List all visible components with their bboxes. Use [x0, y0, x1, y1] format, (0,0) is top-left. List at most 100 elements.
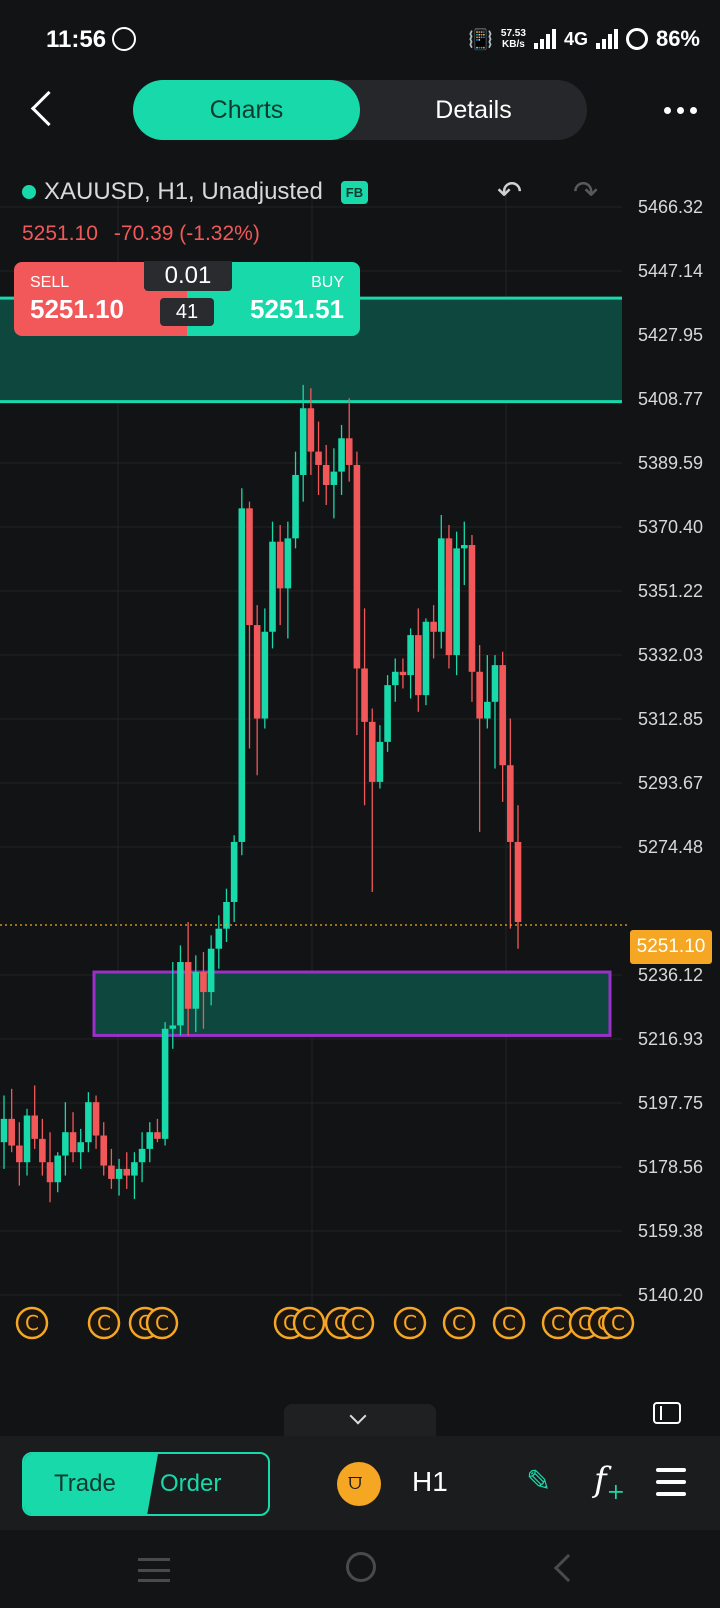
home-icon[interactable] [346, 1552, 376, 1582]
corporate-action-glyph: C [578, 1311, 592, 1335]
corporate-action-glyph: C [611, 1311, 625, 1335]
indicators-icon[interactable]: f+ [594, 1460, 626, 1505]
layout-toggle-icon[interactable] [653, 1402, 681, 1424]
trade-button[interactable]: Trade [24, 1454, 158, 1514]
price-change: -70.39 (-1.32%) [113, 222, 260, 245]
candle-body [223, 901, 230, 929]
candle-body [376, 741, 384, 782]
trade-order-switch: Trade Order [22, 1452, 270, 1516]
corporate-action-glyph: C [502, 1311, 516, 1335]
candle-body [215, 928, 223, 949]
status-time: 11:56 [46, 26, 107, 53]
candle-body [177, 962, 184, 1026]
back-button[interactable] [22, 88, 66, 132]
candle-body [8, 1118, 15, 1146]
candle-body [361, 668, 368, 722]
corporate-action-icon [341, 1306, 375, 1340]
timeframe-selector[interactable]: H1 [412, 1466, 448, 1497]
candle-body [399, 671, 407, 676]
candle-body [46, 1162, 54, 1183]
tab-details[interactable]: Details [435, 96, 512, 124]
candle-body [491, 665, 499, 702]
y-axis-label: 5140.20 [638, 1285, 703, 1305]
candle-body [131, 1162, 138, 1176]
sell-price: 5251.10 [30, 294, 124, 324]
last-price: 5251.10 [22, 222, 98, 245]
y-axis-label: 5466.32 [638, 197, 703, 217]
corporate-action-icon [442, 1306, 476, 1340]
fb-badge: FB [340, 180, 369, 204]
undo-icon[interactable]: ↶ [497, 176, 523, 209]
status-right: 📳 57.53 KB/s 4G 86% [468, 26, 700, 52]
redo-icon[interactable]: ↷ [573, 176, 599, 209]
corporate-action-icon [15, 1306, 49, 1340]
candle-body [154, 1132, 161, 1139]
corporate-action-glyph: C [551, 1311, 565, 1335]
candle-body [322, 464, 330, 485]
candle-body [85, 1102, 92, 1143]
corporate-action-glyph: C [25, 1311, 39, 1335]
menu-icon[interactable] [656, 1468, 686, 1496]
nav-back-icon[interactable] [553, 1553, 583, 1583]
recents-icon[interactable] [138, 1558, 170, 1582]
candle-body [100, 1135, 108, 1166]
candle-body [161, 1028, 169, 1139]
y-axis-label: 5370.40 [638, 517, 703, 537]
current-price-label: 5251.10 [630, 930, 712, 964]
corporate-action-icon [601, 1306, 635, 1340]
candle-body [476, 671, 483, 719]
more-options-icon[interactable] [664, 100, 704, 120]
candle-body [430, 621, 437, 632]
candle-body [368, 721, 376, 782]
lot-size-input[interactable]: 0.01 [144, 261, 232, 291]
candle-body [77, 1142, 85, 1153]
candle-body [69, 1132, 77, 1153]
candle-body [146, 1132, 154, 1149]
market-status-dot [22, 185, 36, 199]
candle-body [92, 1102, 100, 1136]
candle-body [238, 508, 246, 842]
lower-zone-border [92, 970, 612, 1037]
corporate-action-glyph: C [452, 1311, 466, 1335]
corporate-action-glyph: C [302, 1311, 316, 1335]
candle-body [0, 1118, 8, 1143]
candle-body [391, 671, 399, 686]
candle-body [414, 635, 422, 696]
status-bar: 11:56 📳 57.53 KB/s 4G 86% [0, 0, 720, 78]
candle-body [138, 1148, 146, 1163]
corporate-action-icon [292, 1306, 326, 1340]
candle-body [437, 538, 445, 632]
candle-body [307, 408, 315, 452]
gold-symbol-icon[interactable] [337, 1462, 381, 1506]
candle-body [284, 538, 292, 589]
y-axis-label: 5447.14 [638, 261, 703, 281]
candle-body [292, 474, 299, 539]
drawing-tools-icon[interactable]: ✎ [526, 1465, 552, 1498]
y-axis-label: 5351.22 [638, 581, 703, 601]
candle-body [507, 765, 514, 842]
tab-charts[interactable]: Charts [133, 80, 360, 140]
candle-body [468, 545, 476, 672]
candle-body [315, 451, 322, 465]
instrument-title[interactable]: XAUUSD, H1, Unadjusted [44, 178, 323, 205]
candle-body [108, 1165, 115, 1179]
net-speed-unit: KB/s [502, 39, 525, 50]
spread-badge: 41 [160, 298, 214, 326]
candle-body [123, 1168, 131, 1176]
candle-body [169, 1025, 177, 1029]
candle-body [499, 665, 506, 766]
order-button[interactable]: Order [160, 1470, 222, 1497]
y-axis-label: 5159.38 [638, 1221, 703, 1241]
corporate-action-glyph: C [283, 1311, 297, 1335]
instrument-header: XAUUSD, H1, Unadjusted FB [22, 178, 369, 206]
vibrate-icon: 📳 [468, 28, 493, 51]
candle-body [345, 438, 353, 465]
candle-body [115, 1168, 123, 1179]
price-change-line: 5251.10 -70.39 (-1.32%) [22, 222, 260, 246]
candle-body [54, 1155, 62, 1183]
collapse-handle[interactable] [284, 1404, 436, 1438]
y-axis-label: 5236.12 [638, 965, 703, 985]
candle-body [269, 541, 276, 632]
price-chart[interactable]: 5466.32 5447.14 5427.95 5408.77 5389.59 5370.… [0, 190, 720, 1400]
candle-body [246, 508, 253, 626]
